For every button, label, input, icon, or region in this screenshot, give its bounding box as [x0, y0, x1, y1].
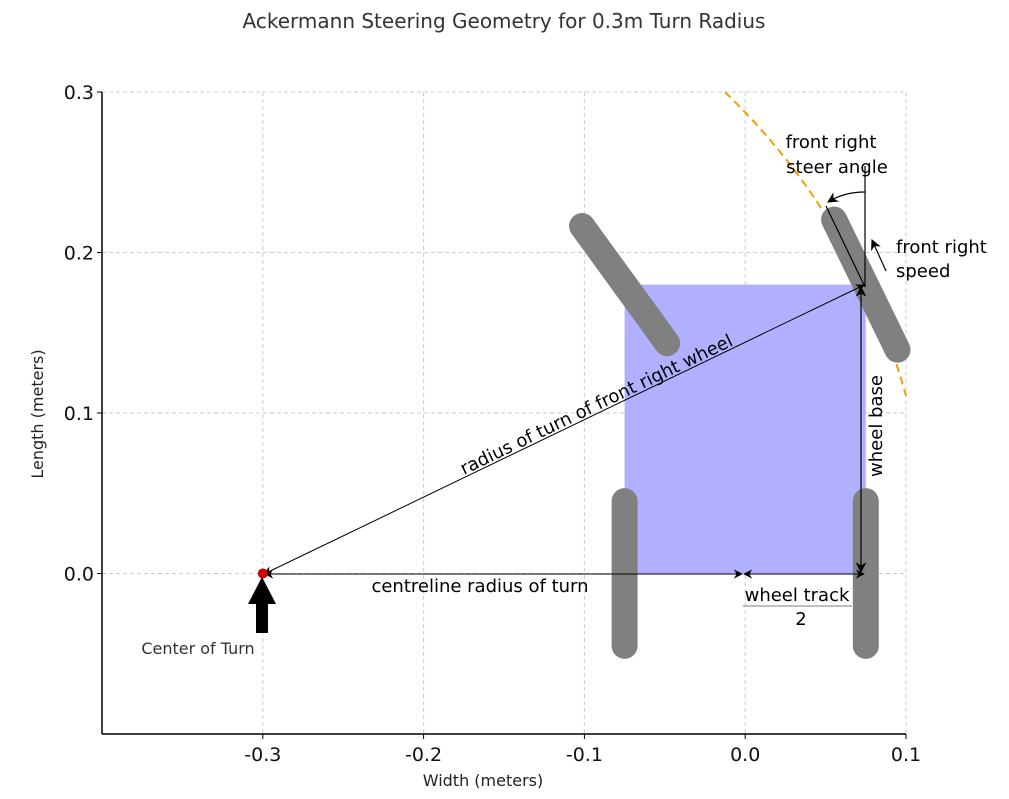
y-tick-label: 0.0	[64, 564, 94, 586]
x-tick-label: 0.1	[891, 744, 921, 766]
y-tick-label: 0.2	[64, 243, 94, 265]
wheel-track-label: wheel track	[745, 585, 850, 606]
wheel-front-right	[821, 206, 911, 363]
wheel-track-divisor: 2	[795, 609, 806, 630]
front-right-speed-label-2: speed	[896, 261, 950, 282]
center-of-turn-dot	[257, 568, 268, 579]
radius-front-right-arrow	[263, 284, 865, 575]
x-tick-label: -0.3	[244, 744, 281, 766]
y-axis-label: Length (meters)	[28, 349, 47, 478]
x-axis-label: Width (meters)	[423, 771, 544, 790]
front-right-speed-arrow	[871, 239, 887, 272]
wheel-base-label: wheel base	[866, 375, 887, 477]
x-tick-label: -0.1	[566, 744, 603, 766]
x-tick-label: 0.0	[730, 744, 760, 766]
x-tick-label: -0.2	[405, 744, 442, 766]
steer-angle-label-1: front right	[786, 132, 877, 153]
front-right-speed-label-1: front right	[896, 237, 987, 258]
steer-wheel-line	[825, 205, 866, 288]
center-of-turn-arrow	[248, 577, 276, 633]
steer-angle-label-2: steer angle	[786, 157, 888, 178]
y-tick-label: 0.3	[64, 82, 94, 104]
center-of-turn-label: Center of Turn	[141, 639, 254, 658]
centreline-radius-label: centreline radius of turn	[371, 576, 588, 597]
steer-angle-arc	[827, 191, 866, 203]
chart-title: Ackermann Steering Geometry for 0.3m Tur…	[243, 9, 766, 33]
grid-layer: -0.3 -0.2 -0.1 0.0 0.1 0.0 0.1 0.2 0.3	[64, 82, 921, 766]
y-tick-label: 0.1	[64, 403, 94, 425]
